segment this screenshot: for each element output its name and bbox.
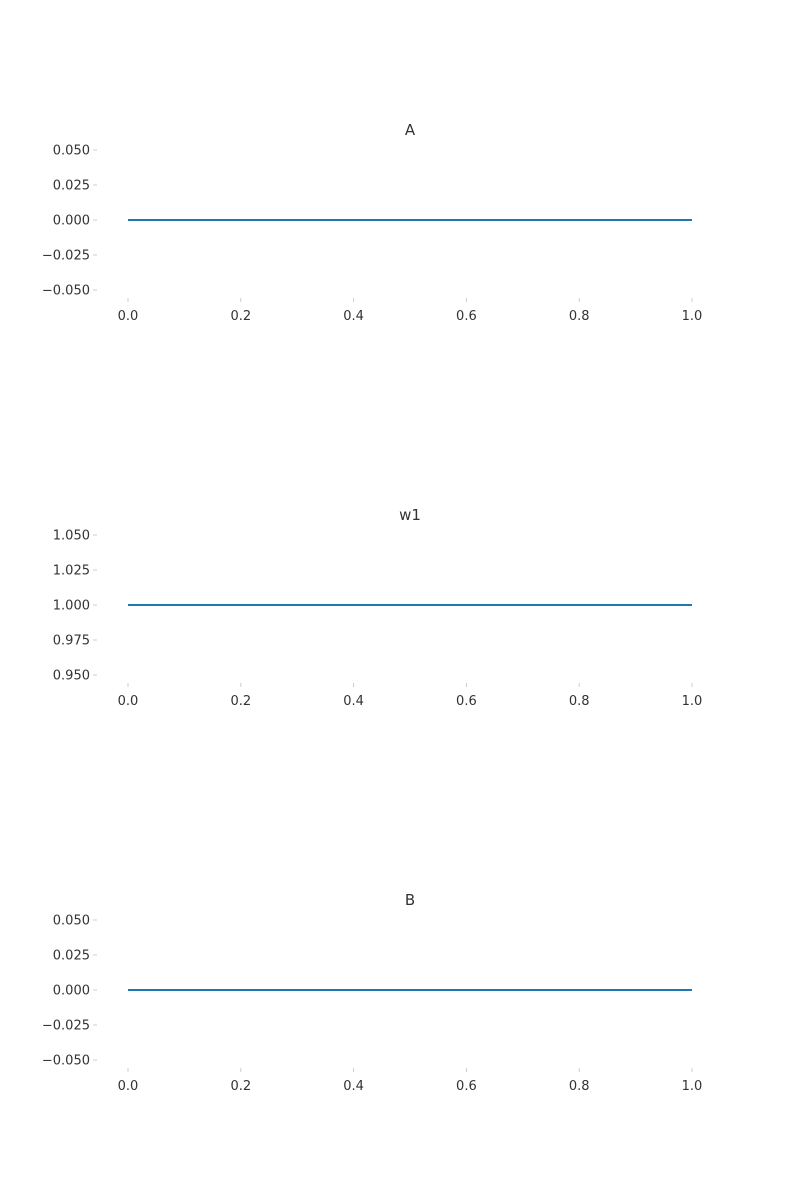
x-tick-label: 0.8 <box>569 309 590 324</box>
chart-panel-3: B 0.050 0.025 0.000 −0.025 −0.050 0.0 0.2 0.4 0.6… <box>42 891 703 1094</box>
y-tick-label: 1.025 <box>53 564 90 579</box>
y-tick-label: 0.025 <box>53 179 90 194</box>
chart-title: B <box>405 891 415 909</box>
x-tick-label: 0.6 <box>456 309 477 324</box>
x-tick-label: 0.2 <box>230 1079 251 1094</box>
y-tick-label: 0.050 <box>53 144 90 159</box>
y-tick-label: 0.950 <box>53 669 90 684</box>
y-tick-label: 0.025 <box>53 949 90 964</box>
x-tick-label: 0.2 <box>230 309 251 324</box>
x-tick-label: 1.0 <box>682 1079 703 1094</box>
x-tick-label: 0.0 <box>118 1079 139 1094</box>
y-tick-label: −0.025 <box>42 1019 90 1034</box>
y-tick-label: 1.000 <box>53 599 90 614</box>
x-tick-label: 0.0 <box>118 309 139 324</box>
x-tick-label: 0.6 <box>456 694 477 709</box>
y-tick-label: 0.050 <box>53 914 90 929</box>
x-tick-label: 0.8 <box>569 694 590 709</box>
chart-panel-1: A 0.050 0.025 0.000 −0.025 −0.050 0.0 0.2 0.4 0.6… <box>42 121 703 324</box>
x-tick-label: 0.4 <box>343 1079 364 1094</box>
x-tick-label: 0.8 <box>569 1079 590 1094</box>
x-tick-label: 1.0 <box>682 694 703 709</box>
chart-title: A <box>405 121 416 139</box>
y-tick-label: 0.975 <box>53 634 90 649</box>
y-tick-label: −0.025 <box>42 249 90 264</box>
y-tick-label: −0.050 <box>42 1054 90 1069</box>
x-tick-label: 0.2 <box>230 694 251 709</box>
y-tick-label: 0.000 <box>53 984 90 999</box>
x-tick-label: 0.0 <box>118 694 139 709</box>
y-tick-label: 0.000 <box>53 214 90 229</box>
x-tick-label: 0.6 <box>456 1079 477 1094</box>
x-tick-label: 1.0 <box>682 309 703 324</box>
y-tick-label: 1.050 <box>53 529 90 544</box>
x-tick-label: 0.4 <box>343 694 364 709</box>
chart-title: w1 <box>399 506 421 524</box>
x-tick-label: 0.4 <box>343 309 364 324</box>
y-tick-label: −0.050 <box>42 284 90 299</box>
chart-panel-2: w1 1.050 1.025 1.000 0.975 0.950 0.0 0.2 0.4 0.6 0… <box>53 506 703 709</box>
